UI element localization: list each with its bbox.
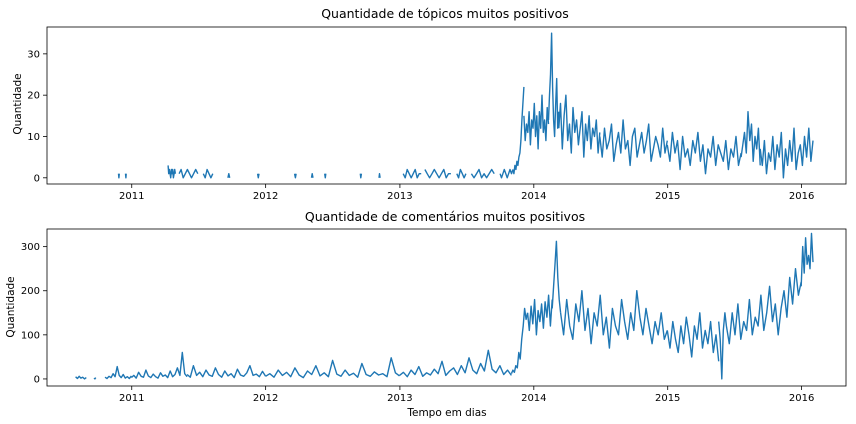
- series-segment: [740, 110, 761, 166]
- axis-ticks: 2011 2012 2013 2014 2015 2016 0 10 20 30: [27, 49, 814, 202]
- series-segment: [499, 168, 514, 179]
- series-segment: [510, 307, 529, 374]
- x-tick-label: 2012: [253, 191, 278, 202]
- y-tick-label: 0: [34, 173, 40, 184]
- series-segment: [130, 351, 188, 379]
- chart-title: Quantidade de tópicos muitos positivos: [321, 6, 569, 21]
- series-segment: [93, 377, 97, 380]
- series-segment: [759, 127, 814, 179]
- series-segment: [526, 294, 553, 336]
- series-lines: [117, 32, 814, 179]
- series-segment: [558, 94, 601, 158]
- subplot-topicos: Quantidade de tópicos muitos positivos Q…: [12, 6, 847, 202]
- y-tick-label: 20: [27, 91, 40, 102]
- x-axis-label: Tempo em dias: [406, 407, 486, 419]
- series-segment: [178, 168, 199, 179]
- series-segment: [402, 168, 422, 179]
- series-segment: [359, 173, 363, 179]
- chart-title: Quantidade de comentários muitos positiv…: [305, 209, 585, 224]
- series-segment: [202, 168, 214, 179]
- x-tick-label: 2014: [521, 191, 546, 202]
- x-tick-label: 2016: [789, 191, 814, 202]
- series-segment: [293, 173, 297, 179]
- y-tick-label: 30: [27, 49, 40, 60]
- series-segment: [424, 168, 451, 179]
- series-segment: [186, 365, 267, 379]
- y-tick-label: 10: [27, 132, 40, 143]
- series-segment: [547, 32, 560, 138]
- series-segment: [512, 86, 525, 175]
- series-segment: [399, 349, 512, 378]
- series-segment: [310, 172, 314, 178]
- series-segment: [666, 312, 720, 362]
- y-axis-label: Quantidade: [5, 276, 17, 337]
- series-segment: [800, 232, 814, 287]
- x-tick-label: 2016: [789, 393, 814, 404]
- y-tick-label: 0: [34, 374, 40, 385]
- plot-frame: [46, 26, 847, 185]
- series-segment: [167, 165, 177, 179]
- x-tick-label: 2011: [119, 191, 144, 202]
- series-segment: [725, 268, 802, 345]
- series-lines: [75, 232, 814, 380]
- x-tick-label: 2015: [655, 393, 680, 404]
- series-segment: [265, 357, 400, 379]
- series-segment: [523, 94, 550, 150]
- series-segment: [666, 131, 742, 175]
- series-segment: [378, 172, 381, 178]
- series-segment: [117, 173, 120, 179]
- y-axis-label: Quantidade: [12, 73, 24, 134]
- y-tick-label: 300: [21, 242, 40, 253]
- series-segment: [599, 119, 668, 167]
- axis-ticks: 2011 2012 2013 2014 2015 2016 0 100 200 300: [21, 242, 814, 404]
- series-segment: [104, 365, 132, 380]
- series-segment: [124, 173, 127, 179]
- x-tick-label: 2013: [387, 393, 412, 404]
- series-segment: [551, 240, 562, 313]
- x-tick-label: 2014: [521, 393, 546, 404]
- series-segment: [256, 173, 260, 179]
- y-tick-label: 100: [21, 330, 40, 341]
- plot-frame: [46, 228, 847, 387]
- series-segment: [75, 375, 87, 380]
- series-segment: [718, 312, 728, 380]
- series-segment: [227, 172, 231, 178]
- x-tick-label: 2015: [655, 191, 680, 202]
- series-segment: [456, 168, 467, 179]
- series-segment: [470, 168, 495, 179]
- x-tick-label: 2013: [387, 191, 412, 202]
- series-segment: [559, 290, 668, 349]
- series-segment: [324, 173, 327, 179]
- subplot-comentarios: Quantidade de comentários muitos positiv…: [5, 209, 847, 419]
- x-tick-label: 2011: [119, 393, 144, 404]
- x-tick-label: 2012: [253, 393, 278, 404]
- y-tick-label: 200: [21, 286, 40, 297]
